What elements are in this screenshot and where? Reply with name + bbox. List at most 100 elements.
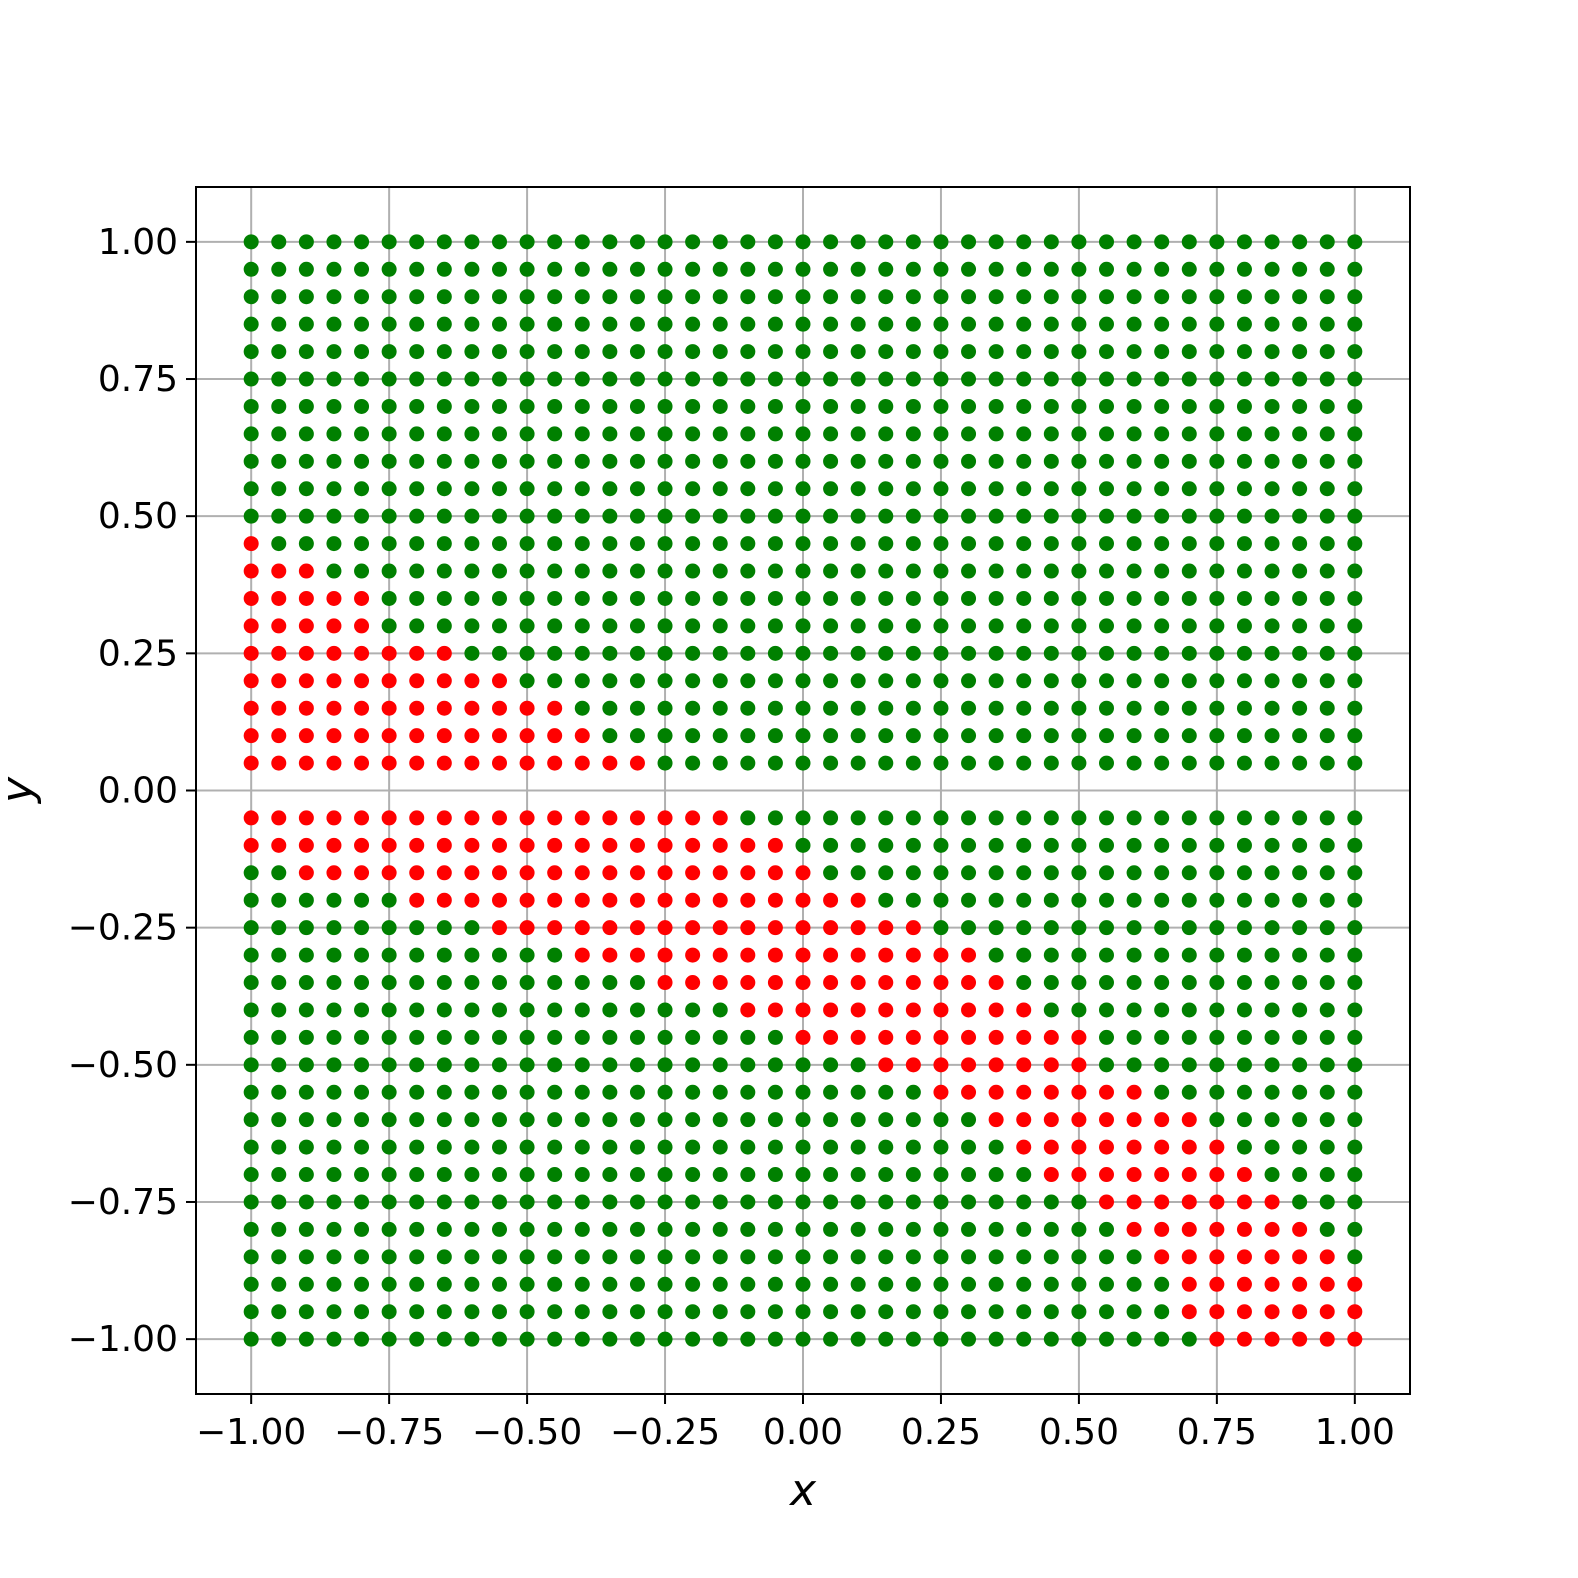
point <box>933 1084 949 1100</box>
point <box>1099 1249 1114 1265</box>
point <box>1319 1276 1335 1292</box>
point <box>767 1331 783 1347</box>
point <box>271 1112 287 1128</box>
point <box>1209 1304 1225 1320</box>
point <box>988 316 1004 332</box>
point <box>1264 810 1280 826</box>
point <box>629 371 645 387</box>
point <box>492 344 507 360</box>
point <box>685 426 701 442</box>
point <box>243 261 259 277</box>
point <box>823 453 839 469</box>
point <box>243 234 259 250</box>
point <box>795 536 811 552</box>
point <box>1016 1002 1032 1018</box>
point <box>1016 1167 1032 1183</box>
point <box>878 728 894 744</box>
point <box>905 892 921 908</box>
point <box>1126 755 1142 771</box>
point <box>988 1249 1004 1265</box>
point <box>629 1112 645 1128</box>
point <box>740 837 756 853</box>
point <box>381 1112 397 1128</box>
point <box>602 645 618 661</box>
point <box>519 316 535 332</box>
point <box>1319 947 1335 963</box>
point <box>1126 398 1142 414</box>
point <box>740 865 756 881</box>
point <box>381 289 397 305</box>
point <box>1264 1112 1280 1128</box>
point <box>1071 590 1087 606</box>
point <box>878 289 894 305</box>
point <box>905 865 921 881</box>
point <box>1043 673 1059 689</box>
point <box>850 1249 866 1265</box>
point <box>464 618 480 634</box>
point <box>878 508 894 524</box>
point <box>492 892 507 908</box>
point <box>629 755 645 771</box>
point <box>1016 508 1032 524</box>
point <box>271 1167 287 1183</box>
point <box>1209 645 1225 661</box>
point <box>1181 590 1197 606</box>
point <box>298 673 314 689</box>
point <box>657 837 673 853</box>
point <box>1319 453 1335 469</box>
point <box>1126 975 1142 991</box>
point <box>298 975 314 991</box>
point <box>1099 234 1114 250</box>
point <box>1154 1139 1170 1155</box>
ticks: −1.00 −0.75 −0.50 −0.25 0.00 0.25 0.50 0.75 1.00… <box>68 222 1395 1453</box>
point <box>409 289 425 305</box>
point <box>243 1276 259 1292</box>
point <box>1236 810 1252 826</box>
point <box>354 1167 370 1183</box>
point <box>1236 261 1252 277</box>
point <box>1209 371 1225 387</box>
point <box>1071 398 1087 414</box>
point <box>298 1249 314 1265</box>
point <box>1071 920 1087 936</box>
point <box>464 673 480 689</box>
point <box>823 673 839 689</box>
point <box>850 618 866 634</box>
point <box>1126 700 1142 716</box>
point <box>1347 892 1363 908</box>
point <box>1181 316 1197 332</box>
point <box>271 426 287 442</box>
point <box>519 673 535 689</box>
point <box>464 700 480 716</box>
point <box>409 508 425 524</box>
point <box>712 344 728 360</box>
point <box>1099 700 1114 716</box>
point <box>1016 234 1032 250</box>
point <box>1126 508 1142 524</box>
point <box>740 234 756 250</box>
point <box>1016 1139 1032 1155</box>
point <box>905 1276 921 1292</box>
point <box>436 1194 452 1210</box>
point <box>712 563 728 579</box>
point <box>1264 1221 1280 1237</box>
point <box>1181 1194 1197 1210</box>
point <box>850 975 866 991</box>
point <box>1347 1084 1363 1100</box>
point <box>436 371 452 387</box>
point <box>1236 865 1252 881</box>
point <box>961 1221 977 1237</box>
point <box>767 947 783 963</box>
point <box>657 1304 673 1320</box>
point <box>436 398 452 414</box>
point <box>1319 755 1335 771</box>
point <box>464 728 480 744</box>
point <box>712 234 728 250</box>
point <box>933 1276 949 1292</box>
point <box>298 398 314 414</box>
point <box>1319 1221 1335 1237</box>
point <box>1099 920 1114 936</box>
point <box>492 975 507 991</box>
point <box>1236 508 1252 524</box>
